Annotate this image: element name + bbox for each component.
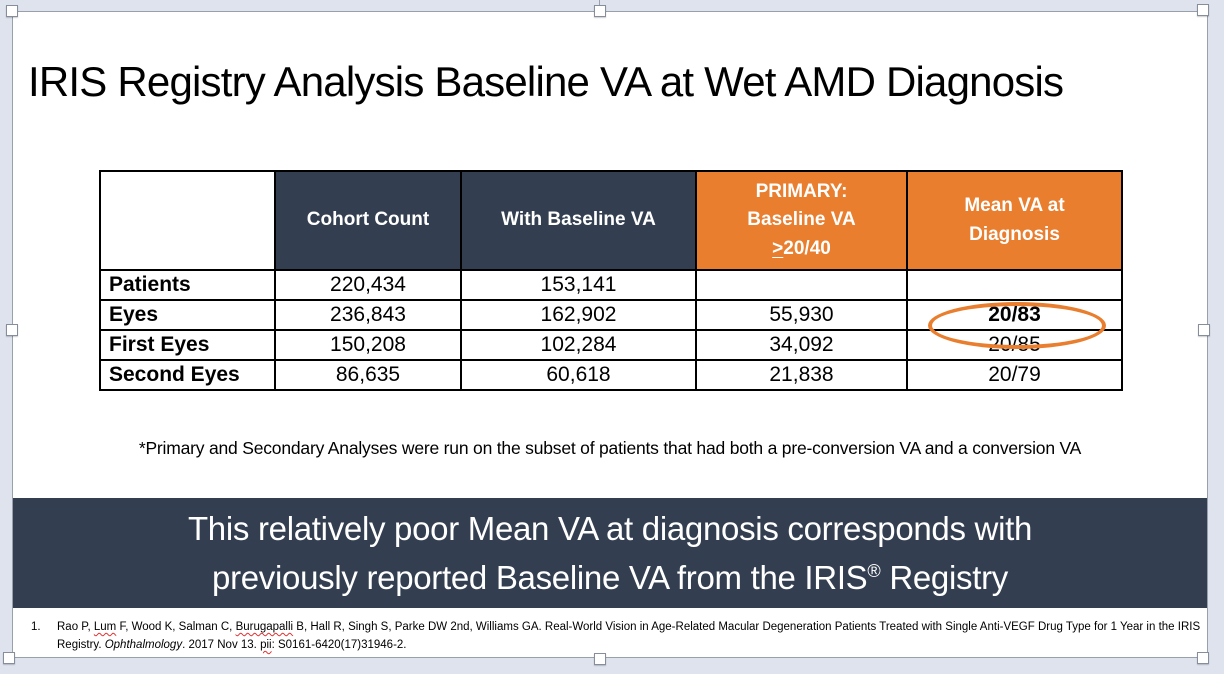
reference-number: 1. (31, 621, 41, 633)
banner-line2: previously reported Baseline VA from the… (13, 553, 1207, 603)
cell-mean-va-highlighted: 20/83 (906, 299, 1123, 331)
selection-handle-top-right[interactable] (1197, 4, 1209, 16)
table-row-eyes: Eyes 236,843 162,902 55,930 20/83 (99, 299, 1123, 331)
selection-handle-bottom-center[interactable] (594, 653, 606, 665)
ref-segment: Registry. (57, 638, 105, 651)
cell-with-baseline-va: 162,902 (460, 299, 697, 331)
ref-segment-spellcheck: pii (260, 638, 272, 651)
ref-segment: B, Hall R, Singh S, Parke DW 2nd, Willia… (293, 621, 1201, 633)
ref-journal-name: Ophthalmology (104, 638, 183, 651)
row-label: Patients (99, 269, 276, 301)
selection-handle-bottom-right[interactable] (1197, 652, 1209, 664)
cell-primary-baseline-va: 21,838 (695, 359, 908, 391)
banner-line2-tail: Registry (880, 559, 1008, 596)
table-row-first-eyes: First Eyes 150,208 102,284 34,092 20/85 (99, 329, 1123, 361)
primary-header-line1: PRIMARY: (755, 180, 848, 202)
reference-text: Rao P, Lum F, Wood K, Salman C, Burugapa… (57, 619, 1201, 655)
reference-list[interactable]: 1. Rao P, Lum F, Wood K, Salman C, Burug… (21, 619, 1201, 655)
cell-mean-va: 20/79 (906, 359, 1123, 391)
cell-with-baseline-va: 153,141 (460, 269, 697, 301)
col-header-mean-va: Mean VA at Diagnosis (906, 170, 1123, 271)
row-label: Second Eyes (99, 359, 276, 391)
ref-segment: . 2017 Nov 13. (182, 638, 261, 651)
banner-line1: This relatively poor Mean VA at diagnosi… (187, 509, 1033, 547)
selection-handle-top-center[interactable] (594, 5, 606, 17)
cell-cohort-count: 236,843 (274, 299, 462, 331)
row-label: Eyes (99, 299, 276, 331)
greater-equal-sign: > (772, 237, 784, 259)
col-header-with-baseline-va: With Baseline VA (460, 170, 697, 271)
banner-line2-text: previously reported Baseline VA from the… (212, 559, 868, 596)
cell-with-baseline-va: 60,618 (460, 359, 697, 391)
baseline-va-table[interactable]: Cohort Count With Baseline VA PRIMARY: B… (99, 170, 1123, 391)
cell-cohort-count: 150,208 (274, 329, 462, 361)
cell-primary-baseline-va (695, 269, 908, 301)
cell-cohort-count: 86,635 (274, 359, 462, 391)
row-label: First Eyes (99, 329, 276, 361)
mean-va-header-line1: Mean VA at (964, 195, 1065, 216)
selection-handle-bottom-left[interactable] (3, 652, 15, 664)
table-row-patients: Patients 220,434 153,141 (99, 269, 1123, 301)
col-header-cohort-count: Cohort Count (274, 170, 462, 271)
primary-header-threshold: 20/40 (783, 237, 831, 259)
cell-primary-baseline-va: 34,092 (695, 329, 908, 361)
footnote[interactable]: *Primary and Secondary Analyses were run… (138, 438, 1082, 458)
selection-handle-middle-right[interactable] (1198, 324, 1210, 336)
registered-mark: ® (867, 561, 881, 581)
selection-stem (599, 0, 600, 5)
mean-va-header-line2: Diagnosis (969, 223, 1060, 245)
ref-segment: : S0161-6420(17)31946-2. (271, 638, 407, 651)
conclusion-banner[interactable]: This relatively poor Mean VA at diagnosi… (13, 498, 1207, 608)
ref-segment-spellcheck: Burugapalli (235, 621, 294, 633)
cell-mean-va: 20/85 (906, 329, 1123, 361)
cell-with-baseline-va: 102,284 (460, 329, 697, 361)
table-row-second-eyes: Second Eyes 86,635 60,618 21,838 20/79 (99, 359, 1123, 391)
slide-title[interactable]: IRIS Registry Analysis Baseline VA at We… (28, 58, 1064, 105)
primary-header-line2: Baseline VA (747, 209, 856, 231)
ref-segment-spellcheck: Lum (93, 621, 117, 633)
cell-cohort-count: 220,434 (274, 269, 462, 301)
cell-primary-baseline-va: 55,930 (695, 299, 908, 331)
selection-handle-top-left[interactable] (6, 5, 18, 17)
corner-cell (99, 170, 276, 271)
header-row: Cohort Count With Baseline VA PRIMARY: B… (99, 170, 1123, 271)
cell-mean-va (906, 269, 1123, 301)
ref-segment: Rao P, (57, 621, 94, 633)
selection-handle-middle-left[interactable] (6, 324, 18, 336)
ref-segment: F, Wood K, Salman C, (116, 621, 236, 633)
slide[interactable]: IRIS Registry Analysis Baseline VA at We… (12, 11, 1208, 658)
col-header-primary-baseline-va: PRIMARY: Baseline VA >20/40 (695, 170, 908, 271)
